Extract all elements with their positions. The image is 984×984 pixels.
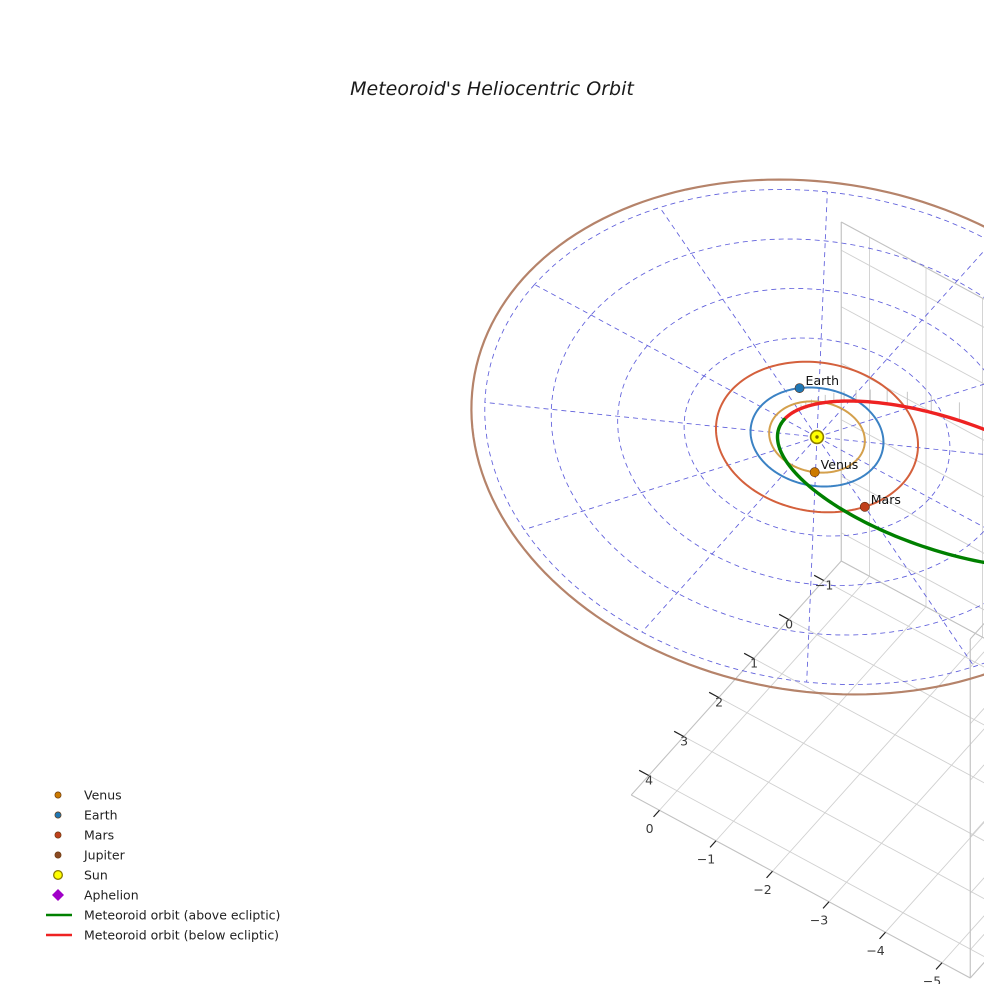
x-5-label: 0	[646, 821, 654, 836]
x-1-label: −4	[866, 943, 884, 958]
legend-entry[interactable]: Sun	[53, 868, 108, 883]
planet-label-mars: Mars	[871, 492, 901, 507]
x-0-label: −5	[923, 973, 941, 984]
y-0-tick	[813, 574, 825, 582]
y-4-label: 3	[680, 733, 688, 748]
sun-core	[815, 435, 819, 439]
y-1-tick	[778, 613, 790, 621]
legend-entry[interactable]: Meteoroid orbit (above ecliptic)	[46, 908, 280, 923]
x-0-tick	[935, 962, 943, 970]
polar-grid	[484, 189, 984, 685]
y-5-label: 4	[645, 772, 653, 787]
planet-label-earth: Earth	[806, 373, 840, 388]
x-4-tick	[709, 840, 717, 848]
orbit-earth	[749, 386, 885, 488]
legend-label: Mars	[84, 828, 114, 843]
plot-legend[interactable]: Venus Earth Mars Jupiter Sun Aphelion Meteoroi…	[46, 788, 280, 943]
axis-panes	[630, 221, 984, 979]
legend-label: Meteoroid orbit (below ecliptic)	[84, 928, 279, 943]
legend-circle-icon	[54, 791, 62, 799]
y-2-tick	[743, 652, 755, 660]
orbit-venus	[768, 400, 866, 474]
y-0-label: −1	[815, 577, 833, 592]
legend-entry[interactable]: Earth	[54, 808, 118, 823]
legend-entry[interactable]: Mars	[54, 828, 114, 843]
legend-entry[interactable]: Aphelion	[52, 888, 139, 903]
x-2-tick	[822, 901, 830, 909]
orbit-mars	[714, 360, 920, 514]
y-1-label: 0	[785, 616, 793, 631]
y-5-tick	[638, 769, 650, 777]
meteoroid-above-ecliptic	[779, 417, 786, 426]
legend-entry[interactable]: Jupiter	[54, 848, 126, 863]
body-markers: Venus Earth Mars	[794, 373, 901, 512]
planet-marker-earth	[794, 383, 805, 393]
legend-entry[interactable]: Meteoroid orbit (below ecliptic)	[46, 928, 279, 943]
planet-marker-mars	[859, 501, 870, 512]
orbit-jupiter	[470, 178, 984, 696]
planet-orbits	[470, 178, 984, 696]
x-2-label: −3	[810, 912, 828, 927]
legend-label: Aphelion	[84, 888, 139, 903]
legend-entry[interactable]: Venus	[54, 788, 122, 803]
y-4-tick	[673, 730, 685, 738]
y-3-label: 2	[715, 694, 723, 709]
meteoroid-orbit	[775, 399, 984, 565]
meteoroid-above-ecliptic	[775, 421, 984, 565]
legend-label: Venus	[84, 788, 122, 803]
legend-diamond-icon	[52, 889, 64, 901]
x-4-label: −1	[697, 851, 715, 866]
legend-label: Jupiter	[83, 848, 126, 863]
legend-label: Earth	[84, 808, 118, 823]
x-1-tick	[879, 931, 886, 940]
page-title: Meteoroid's Heliocentric Orbit	[350, 78, 635, 100]
y-3-tick	[708, 691, 720, 699]
y-2-label: 1	[750, 655, 758, 670]
legend-circle-icon	[54, 851, 62, 859]
planet-marker-venus	[809, 467, 820, 478]
x-5-tick	[653, 809, 660, 818]
legend-circle-icon	[53, 870, 63, 880]
planet-label-venus: Venus	[821, 457, 859, 472]
legend-label: Sun	[84, 868, 108, 883]
x-3-tick	[766, 870, 773, 879]
legend-circle-icon	[54, 831, 62, 839]
x-3-label: −2	[753, 882, 771, 897]
meteoroid-below-ecliptic	[782, 399, 984, 432]
legend-label: Meteoroid orbit (above ecliptic)	[84, 908, 280, 923]
legend-circle-icon	[54, 811, 62, 819]
